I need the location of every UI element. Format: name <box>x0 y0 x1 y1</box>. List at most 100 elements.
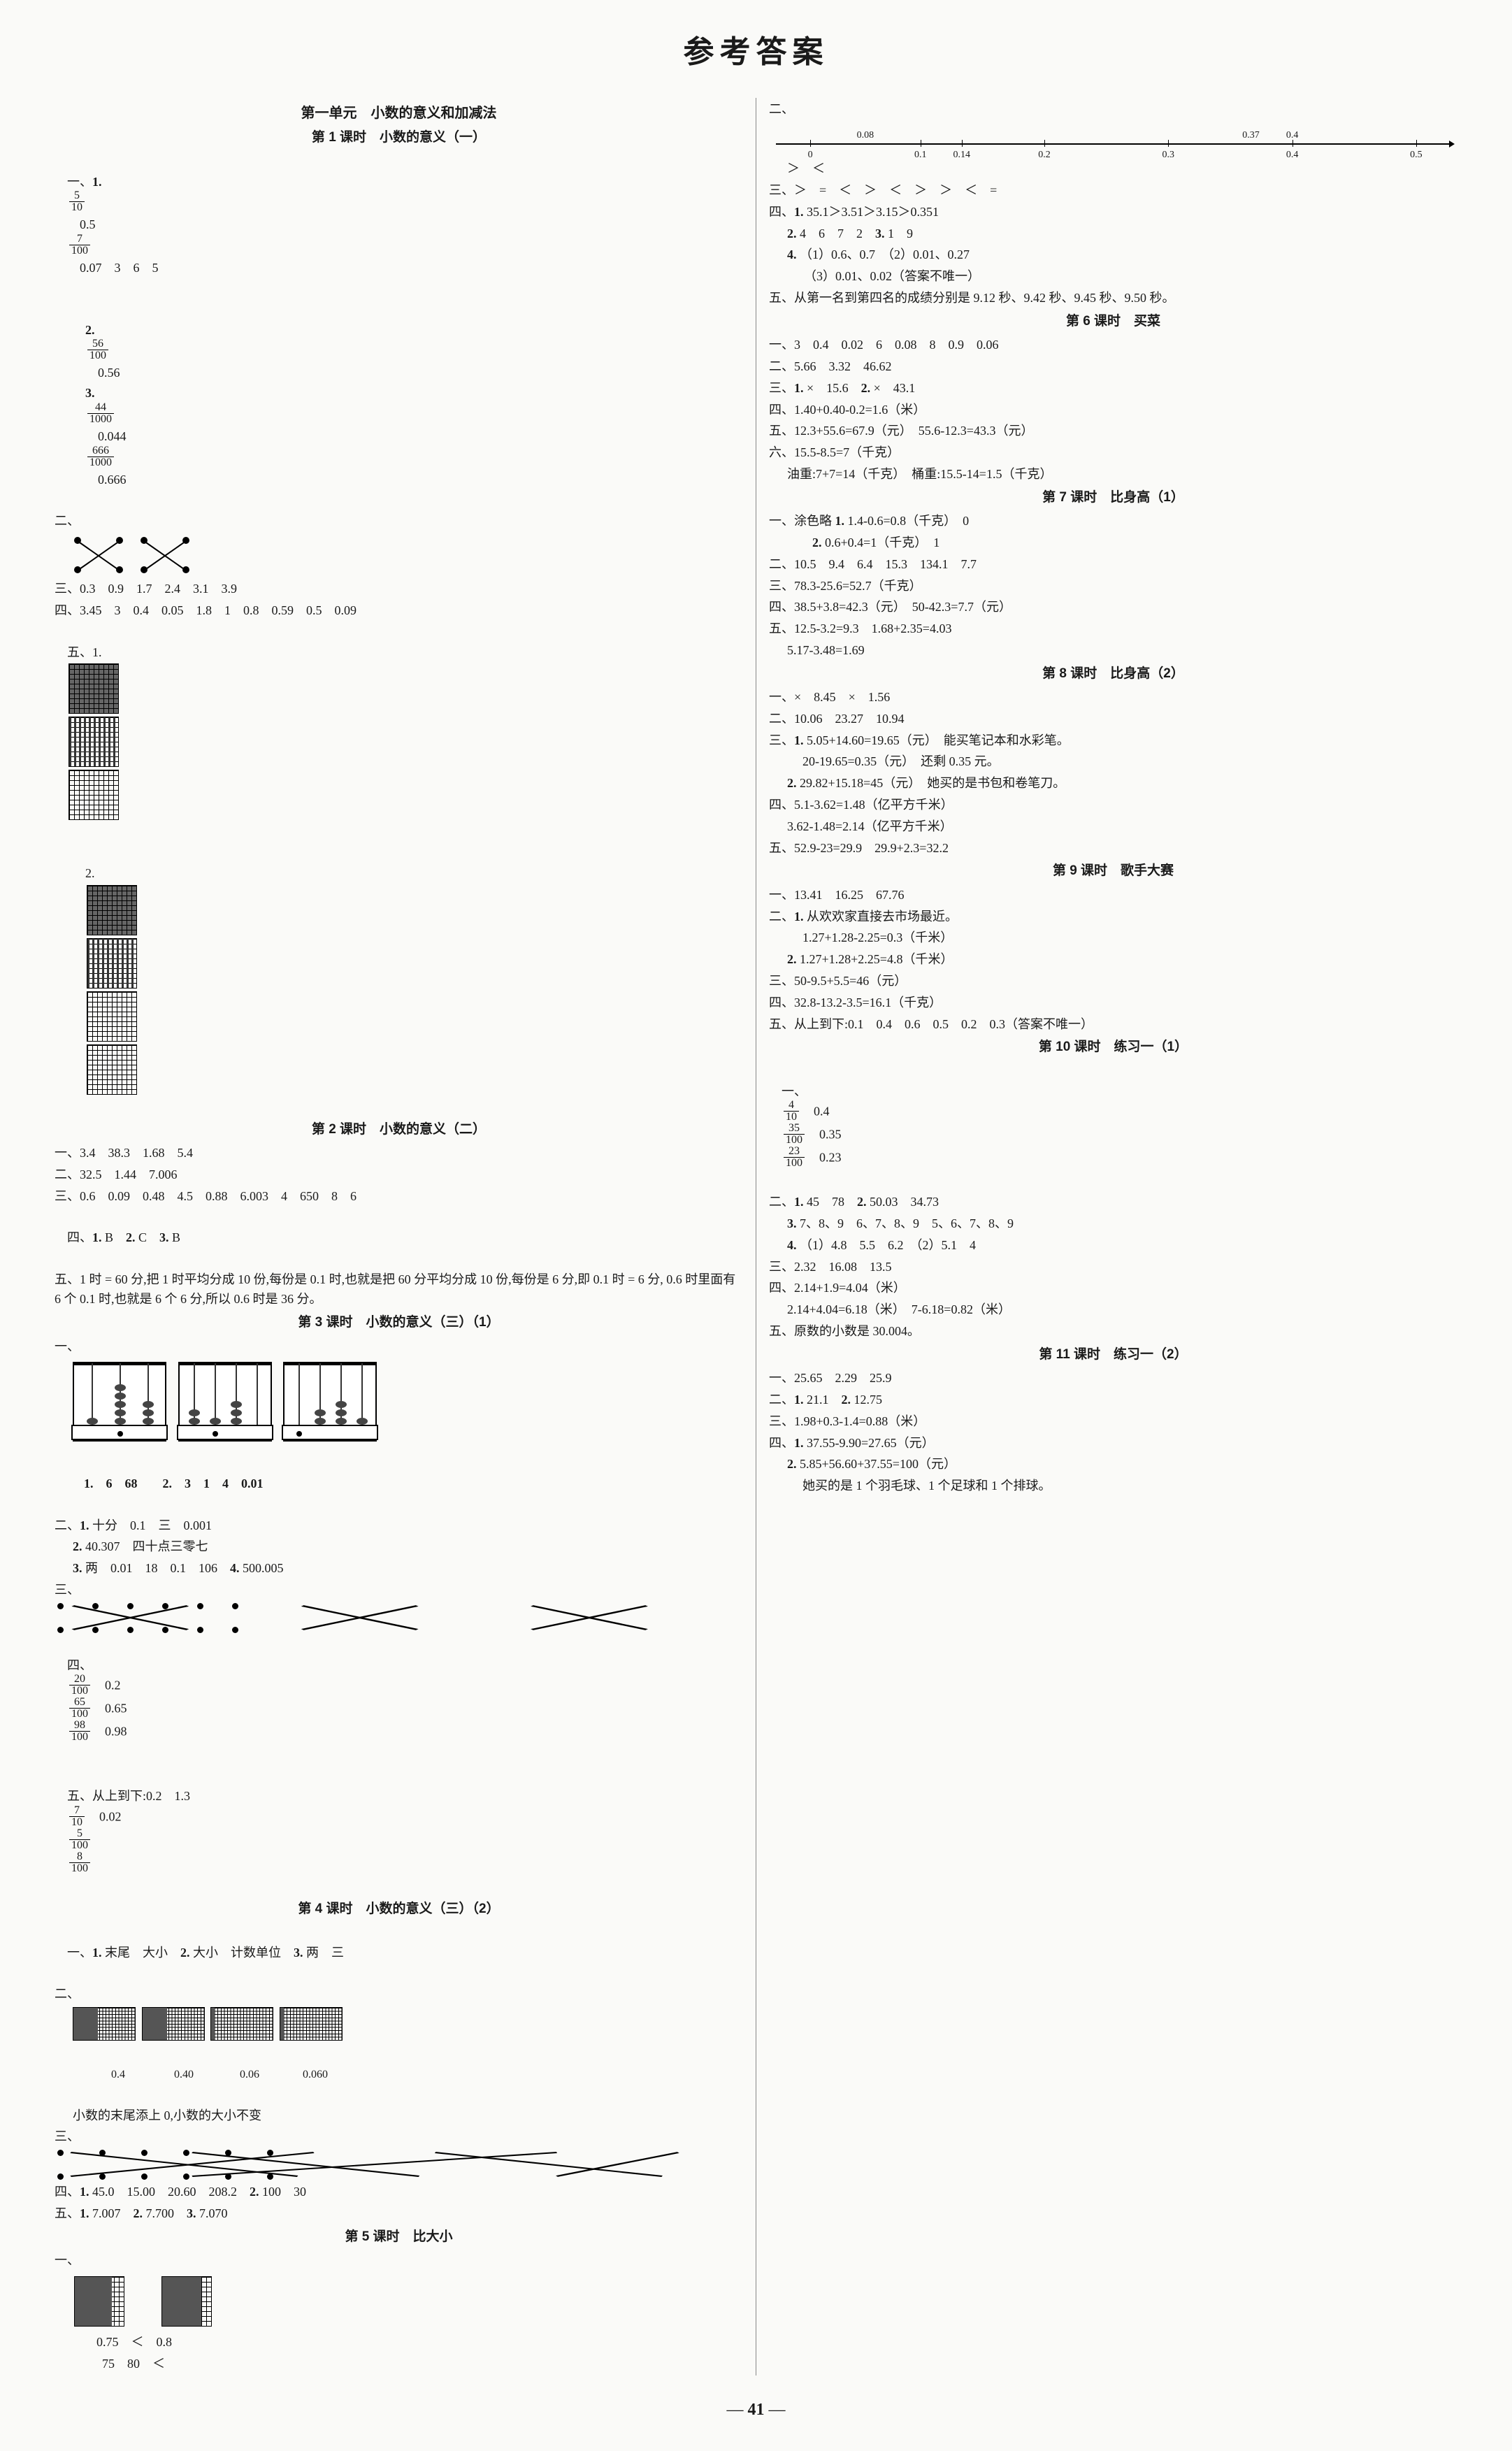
item-num: 3. <box>85 386 95 400</box>
fraction: 98100 <box>69 1720 90 1743</box>
fraction: 20100 <box>69 1674 90 1697</box>
s10-l2-1: 二、1. 45 78 2. 50.03 34.73 <box>769 1192 1457 1212</box>
s8-l3-1b: 20-19.65=0.35（元） 还剩 0.35 元。 <box>769 752 1457 772</box>
s10-l2-4: 4. （1）4.8 5.5 6.2 （2）5.1 4 <box>769 1235 1457 1256</box>
text: 0.5 <box>67 217 108 231</box>
s9-l1: 一、13.41 16.25 67.76 <box>769 885 1457 905</box>
fraction: 7100 <box>69 233 90 257</box>
s11-l4-1: 四、1. 37.55-9.90=27.65（元） <box>769 1433 1457 1453</box>
dot-match-graphic <box>55 1602 743 1634</box>
s3-q3: 三、 <box>55 1580 743 1600</box>
r-l4-5: （3）0.01、0.02（答案不唯一） <box>769 266 1457 287</box>
s11-l3: 三、1.98+0.3-1.4=0.88（米） <box>769 1411 1457 1432</box>
s7-l2: 二、10.5 9.4 6.4 15.3 134.1 7.7 <box>769 554 1457 575</box>
s8-l3-2: 2. 29.82+15.18=45（元） 她买的是书包和卷笔刀。 <box>769 773 1457 793</box>
number-line: 0.08 0.37 0.4 0 0.1 0.14 0.2 0.3 0.4 0.5 <box>769 122 1457 157</box>
s6-l6b: 油重:7+7=14（千克） 桶重:15.5-14=1.5（千克） <box>769 464 1457 484</box>
grid-icon <box>69 663 119 714</box>
s11-l4b: 她买的是 1 个羽毛球、1 个足球和 1 个排球。 <box>769 1476 1457 1496</box>
s4-l5: 五、1. 7.007 2. 7.700 3. 7.070 <box>55 2204 743 2224</box>
s1-q5-2: 2. <box>55 843 743 1116</box>
s7-l1b: 2. 0.6+0.4=1（千克） 1 <box>769 533 1457 553</box>
grid-icon <box>280 2007 343 2041</box>
s1-line1: 一、1. 510 0.5 7100 0.07 3 6 5 <box>55 152 743 299</box>
lesson-5-title: 第 5 课时 比大小 <box>55 2227 743 2248</box>
s9-l5: 五、从上到下:0.1 0.4 0.6 0.5 0.2 0.3（答案不唯一） <box>769 1014 1457 1035</box>
s3-q5: 五、从上到下:0.2 1.3 710 0.02 5100 8100 <box>55 1766 743 1895</box>
s6-l2: 二、5.66 3.32 46.62 <box>769 357 1457 377</box>
s4-labels: 0.40.400.060.060 <box>55 2043 743 2104</box>
grid-icon <box>87 991 137 1042</box>
s7-l5: 五、12.5-3.2=9.3 1.68+2.35=4.03 <box>769 619 1457 639</box>
s7-l5b: 5.17-3.48=1.69 <box>769 640 1457 661</box>
fraction: 6661000 <box>87 445 114 468</box>
lesson-2-title: 第 2 课时 小数的意义（二） <box>55 1119 743 1140</box>
s4-note: 小数的末尾添上 0,小数的大小不变 <box>55 2106 743 2126</box>
s9-l2-1: 二、1. 从欢欢家直接去市场最近。 <box>769 907 1457 927</box>
fraction: 8100 <box>69 1851 90 1874</box>
s10-l5: 五、原数的小数是 30.004。 <box>769 1321 1457 1342</box>
s8-l5: 五、52.9-23=29.9 29.9+2.3=32.2 <box>769 838 1457 858</box>
s5-cmp2: 75 80 ＜ <box>55 2354 743 2374</box>
r-l4-1: 四、1. 35.1＞3.51＞3.15＞0.351 <box>769 202 1457 222</box>
s4-l4: 四、1. 45.0 15.00 20.60 208.2 2. 100 30 <box>55 2182 743 2202</box>
lesson-10-title: 第 10 课时 练习一（1） <box>769 1037 1457 1058</box>
fraction: 710 <box>69 1805 85 1828</box>
s1-q2: 二、 <box>55 511 743 531</box>
s10-l4: 四、2.14+1.9=4.04（米） <box>769 1278 1457 1298</box>
lesson-3-title: 第 3 课时 小数的意义（三）（1） <box>55 1312 743 1333</box>
smallgrid-row <box>55 2007 743 2041</box>
s11-l1: 一、25.65 2.29 25.9 <box>769 1368 1457 1388</box>
page-number: 41 <box>748 2401 765 2419</box>
s8-l2: 二、10.06 23.27 10.94 <box>769 709 1457 729</box>
fraction: 23100 <box>784 1146 805 1169</box>
s9-l2-1b: 1.27+1.28-2.25=0.3（千米） <box>769 928 1457 948</box>
s9-l2-2: 2. 1.27+1.28+2.25=4.8（千米） <box>769 949 1457 970</box>
dot-match-graphic <box>55 2148 743 2180</box>
item-num: 2. <box>85 323 95 337</box>
text: 0.666 <box>85 473 127 487</box>
q-num: 一、 <box>67 175 92 189</box>
fraction: 56100 <box>87 338 108 361</box>
s6-l5: 五、12.3+55.6=67.9（元） 55.6-12.3=43.3（元） <box>769 421 1457 441</box>
s3-q1: 一、 <box>55 1337 743 1357</box>
lesson-11-title: 第 11 课时 练习一（2） <box>769 1344 1457 1365</box>
fraction: 35100 <box>784 1123 805 1146</box>
s6-l6: 六、15.5-8.5=7（千克） <box>769 443 1457 463</box>
s11-l4-2: 2. 5.85+56.60+37.55=100（元） <box>769 1454 1457 1474</box>
lesson-8-title: 第 8 课时 比身高（2） <box>769 663 1457 684</box>
r-nlcmp: ＞ ＜ <box>769 159 1457 179</box>
grid-icon <box>142 2007 205 2041</box>
grid-icon <box>161 2276 212 2327</box>
abacus-icon <box>73 1362 166 1442</box>
s10-l2-3: 3. 7、8、9 6、7、8、9 5、6、7、8、9 <box>769 1214 1457 1234</box>
s5-l1: 一、 <box>55 2250 743 2271</box>
grid-icon <box>87 885 137 935</box>
s4-l3: 三、 <box>55 2127 743 2147</box>
fraction: 5100 <box>69 1828 90 1851</box>
lesson-9-title: 第 9 课时 歌手大赛 <box>769 861 1457 882</box>
s10-l3: 三、2.32 16.08 13.5 <box>769 1257 1457 1277</box>
text: 0.56 <box>85 366 133 380</box>
page-footer: — 41 — <box>42 2396 1470 2423</box>
grid-icon <box>87 938 137 989</box>
lesson-7-title: 第 7 课时 比身高（1） <box>769 487 1457 508</box>
s8-l4: 四、5.1-3.62=1.48（亿平方千米） <box>769 795 1457 815</box>
s2-l4: 四、1. B 2. C 3. B <box>55 1207 743 1267</box>
s1-q5-1: 五、1. <box>55 622 743 842</box>
r-l3: 三、＞ = ＜ ＞ ＜ ＞ ＞ ＜ = <box>769 180 1457 201</box>
s1-q3: 三、0.3 0.9 1.7 2.4 3.1 3.9 <box>55 579 743 599</box>
s10-l1: 一、 410 0.4 35100 0.35 23100 0.23 <box>769 1061 1457 1191</box>
compare-grids <box>55 2275 743 2328</box>
r-l5: 五、从第一名到第四名的成绩分别是 9.12 秒、9.42 秒、9.45 秒、9.… <box>769 288 1457 308</box>
s3-q4: 四、 20100 0.2 65100 0.65 98100 0.98 <box>55 1635 743 1764</box>
grid-icon <box>69 770 119 820</box>
lesson-6-title: 第 6 课时 买菜 <box>769 311 1457 332</box>
s7-l4: 四、38.5+3.8=42.3（元） 50-42.3=7.7（元） <box>769 597 1457 617</box>
grid-icon <box>87 1044 137 1095</box>
s2-l5: 五、1 时 = 60 分,把 1 时平均分成 10 份,每份是 0.1 时,也就… <box>55 1270 743 1310</box>
right-column: 二、 0.08 0.37 0.4 0 0.1 0.14 0.2 0.3 0.4 … <box>756 98 1470 2375</box>
s8-l4b: 3.62-1.48=2.14（亿平方千米） <box>769 817 1457 837</box>
abacus-icon <box>178 1362 272 1442</box>
s8-l1: 一、× 8.45 × 1.56 <box>769 687 1457 707</box>
